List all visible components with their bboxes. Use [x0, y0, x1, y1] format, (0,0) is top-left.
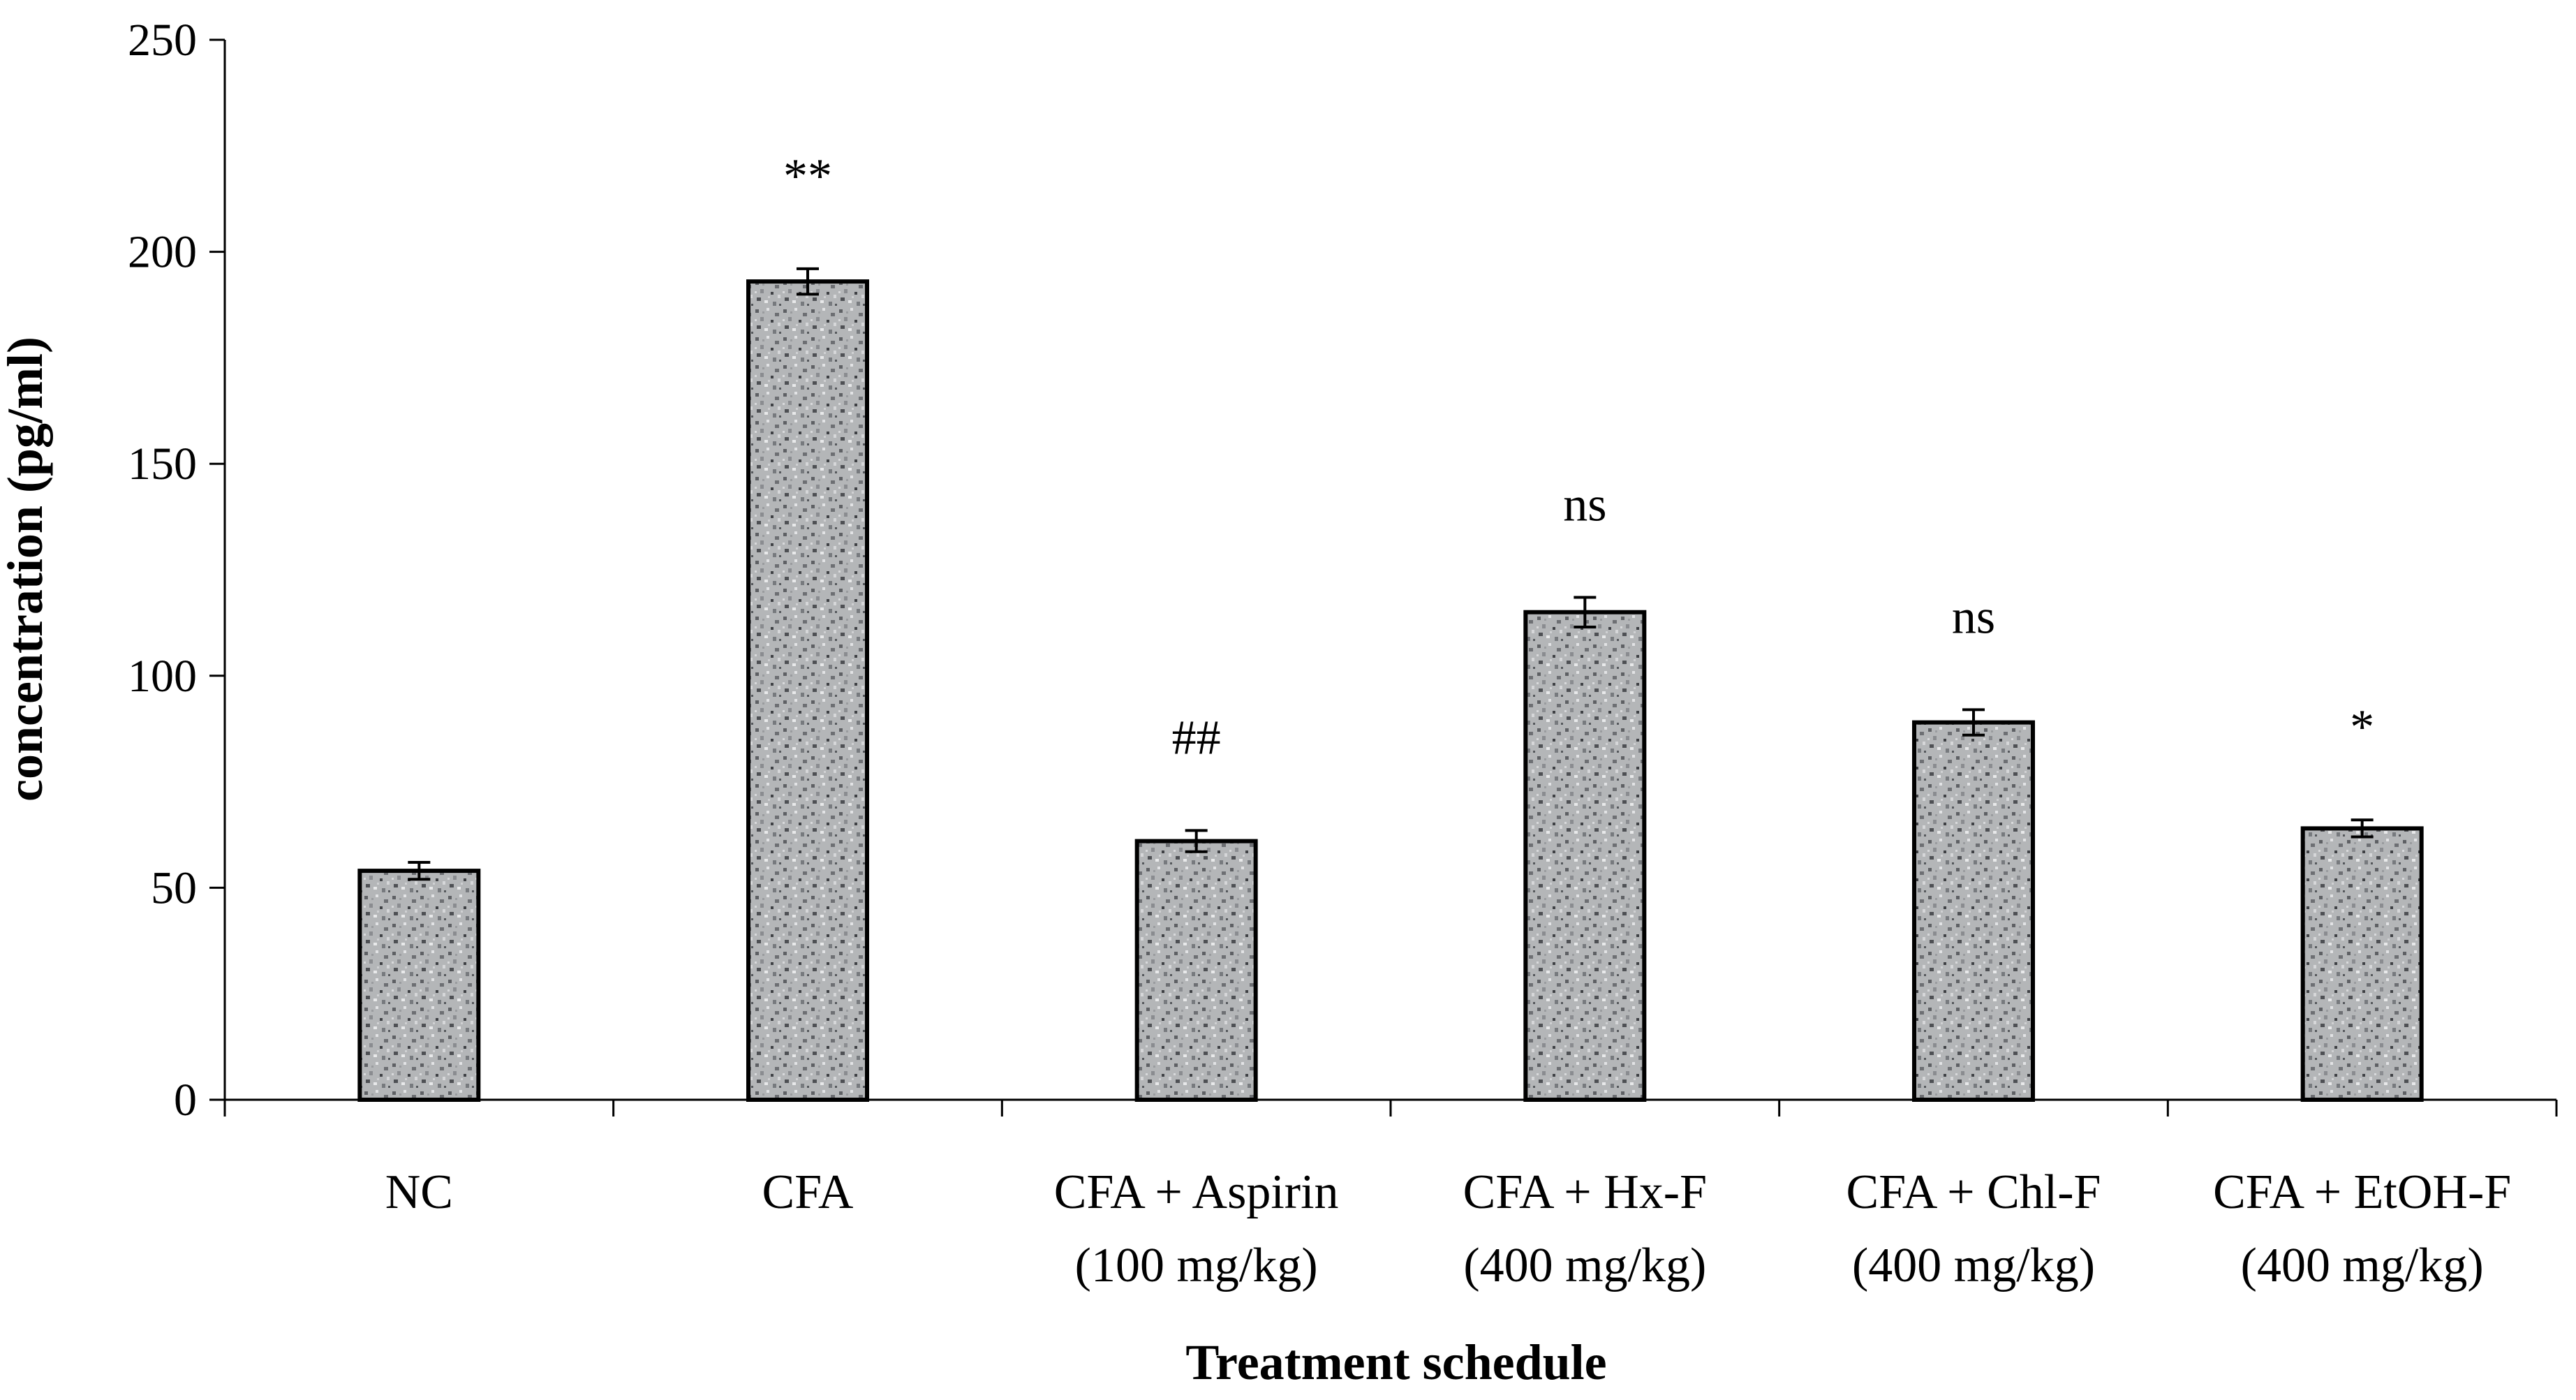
x-tick-label: CFA + Hx-F: [1463, 1165, 1707, 1219]
bar: [2300, 826, 2424, 1102]
x-axis-title: Treatment schedule: [1185, 1334, 1606, 1390]
x-tick-label: NC: [385, 1165, 453, 1219]
y-tick-label: 0: [174, 1075, 197, 1126]
bar: [1134, 839, 1258, 1103]
y-axis-title: concentration (pg/ml): [0, 337, 53, 802]
significance-label: *: [2350, 700, 2374, 754]
significance-label: ns: [1563, 478, 1606, 531]
y-tick-label: 200: [128, 227, 197, 278]
y-tick-label: 100: [128, 651, 197, 702]
y-tick-label: 250: [128, 15, 197, 66]
y-tick-label: 50: [151, 862, 197, 913]
bar: [357, 869, 481, 1103]
x-tick-labels: NC CFA CFA + Aspirin (100 mg/kg) CFA + Hx-F (…: [385, 1165, 2512, 1292]
bar: [746, 279, 869, 1102]
x-tick-label: CFA + Chl-F: [1846, 1165, 2101, 1219]
y-axis: 0 50 100 150 200 250: [128, 15, 226, 1126]
x-tick-label: (400 mg/kg): [1852, 1239, 2095, 1292]
significance-label: ns: [1952, 590, 1995, 644]
x-tick-label: CFA + EtOH-F: [2213, 1165, 2511, 1219]
bar: [1523, 610, 1647, 1102]
significance-label: ##: [1172, 711, 1221, 765]
x-tick-label: (400 mg/kg): [2241, 1239, 2484, 1292]
y-tick-label: 150: [128, 439, 197, 489]
x-tick-label: (400 mg/kg): [1463, 1239, 1706, 1292]
x-tick-label: (100 mg/kg): [1075, 1239, 1318, 1292]
bars: ** ## ns ns *: [357, 149, 2424, 1103]
x-tick-label: CFA + Aspirin: [1054, 1165, 1339, 1219]
significance-label: **: [783, 149, 832, 203]
x-tick-label: CFA: [762, 1165, 854, 1219]
bar: [1912, 720, 2035, 1103]
x-axis: [223, 1098, 2558, 1117]
